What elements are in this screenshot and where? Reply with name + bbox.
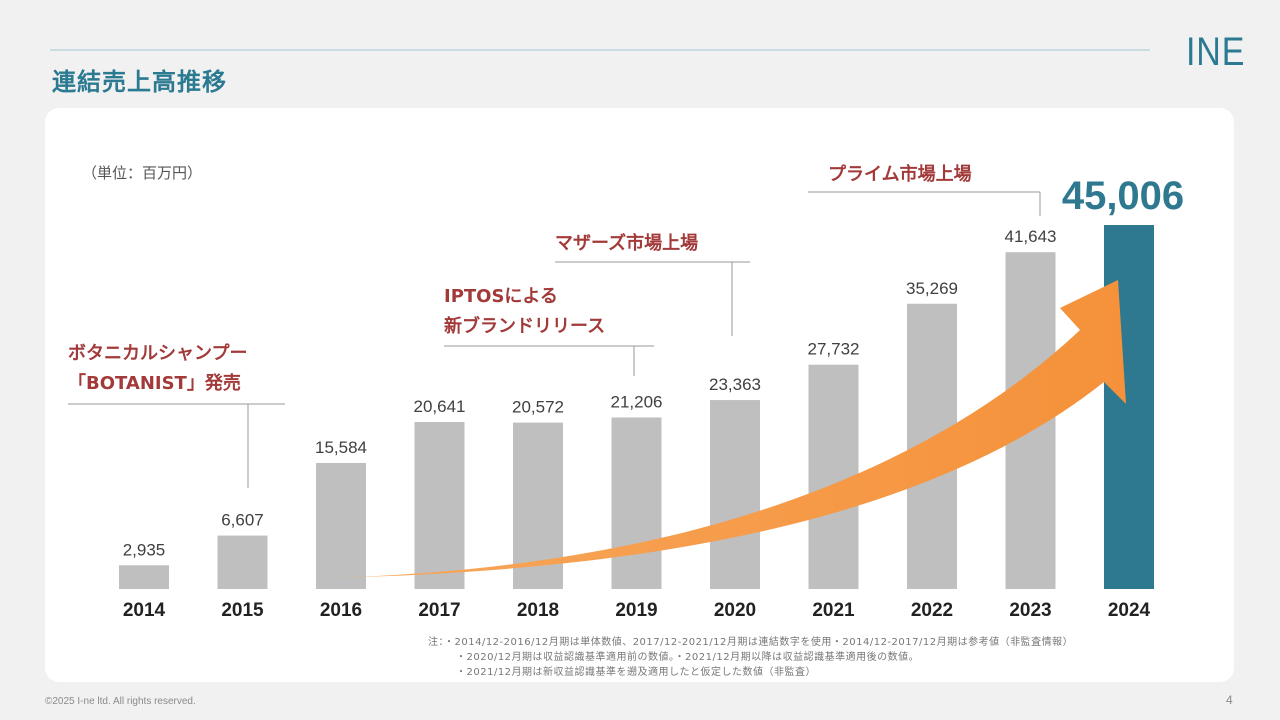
value-label-2015: 6,607 [221,511,264,530]
copyright: ©2025 I-ne ltd. All rights reserved. [45,696,196,707]
value-label-2018: 20,572 [512,398,564,417]
annotation-text: 「BOTANIST」発売 [68,372,241,394]
year-label-2020: 2020 [714,600,756,621]
year-label-2024: 2024 [1108,600,1151,621]
annotation-text: 新ブランドリリース [444,315,605,337]
top-rule [50,49,1150,51]
value-label-2014: 2,935 [123,540,166,559]
annotation-text: ボタニカルシャンプー [68,342,247,364]
value-label-2019: 21,206 [611,392,663,411]
footnote-line: 注：・2014/12-2016/12月期は単体数値、2017/12-2021/1… [428,637,1074,648]
year-label-2017: 2017 [418,600,460,621]
value-label-2022: 35,269 [906,279,958,298]
bar-2015 [217,535,268,589]
value-label-2020: 23,363 [709,375,761,394]
footnote-line: ・2021/12月期は新収益認識基準を遡及適用したと仮定した数値（非監査） [456,667,817,678]
annotation-callout: マザーズ市場上場 [555,232,750,336]
bar-2017 [414,422,465,589]
footnotes: 注：・2014/12-2016/12月期は単体数値、2017/12-2021/1… [428,635,1073,680]
year-label-2016: 2016 [320,600,362,621]
company-logo: INE [1186,30,1246,74]
annotation-text: プライム市場上場 [828,163,972,185]
value-label-2017: 20,641 [414,397,466,416]
bar-2016 [316,462,366,589]
year-label-2018: 2018 [517,600,559,621]
bar-2024 [1104,225,1154,589]
value-label-2021: 27,732 [808,340,860,359]
annotation-text: IPTOSによる [444,286,558,307]
unit-label: （単位：百万円） [82,164,202,182]
annotation-callout: ボタニカルシャンプー「BOTANIST」発売 [68,342,285,488]
value-label-2023: 41,643 [1005,227,1057,246]
annotation-text: マザーズ市場上場 [555,232,698,254]
year-label-2022: 2022 [911,600,953,621]
year-label-2023: 2023 [1009,600,1051,621]
growth-arrow [318,280,1126,578]
year-label-2019: 2019 [615,600,657,621]
bar-2020 [710,400,760,589]
value-label-2016: 15,584 [315,438,367,457]
page-number: 4 [1226,693,1233,707]
bar-2021 [808,364,859,589]
bar-2014 [119,565,169,589]
bar-2019 [611,417,662,589]
annotation-callout: プライム市場上場 [808,163,1041,216]
year-label-2014: 2014 [123,600,166,621]
footnote-line: ・2020/12月期は収益認識基準適用前の数値。・2021/12月期以降は収益認… [456,652,920,663]
value-label-2024: 45,006 [1062,174,1184,218]
year-label-2015: 2015 [221,600,264,621]
year-label-2021: 2021 [812,600,855,621]
page-title: 連結売上高推移 [52,68,227,96]
